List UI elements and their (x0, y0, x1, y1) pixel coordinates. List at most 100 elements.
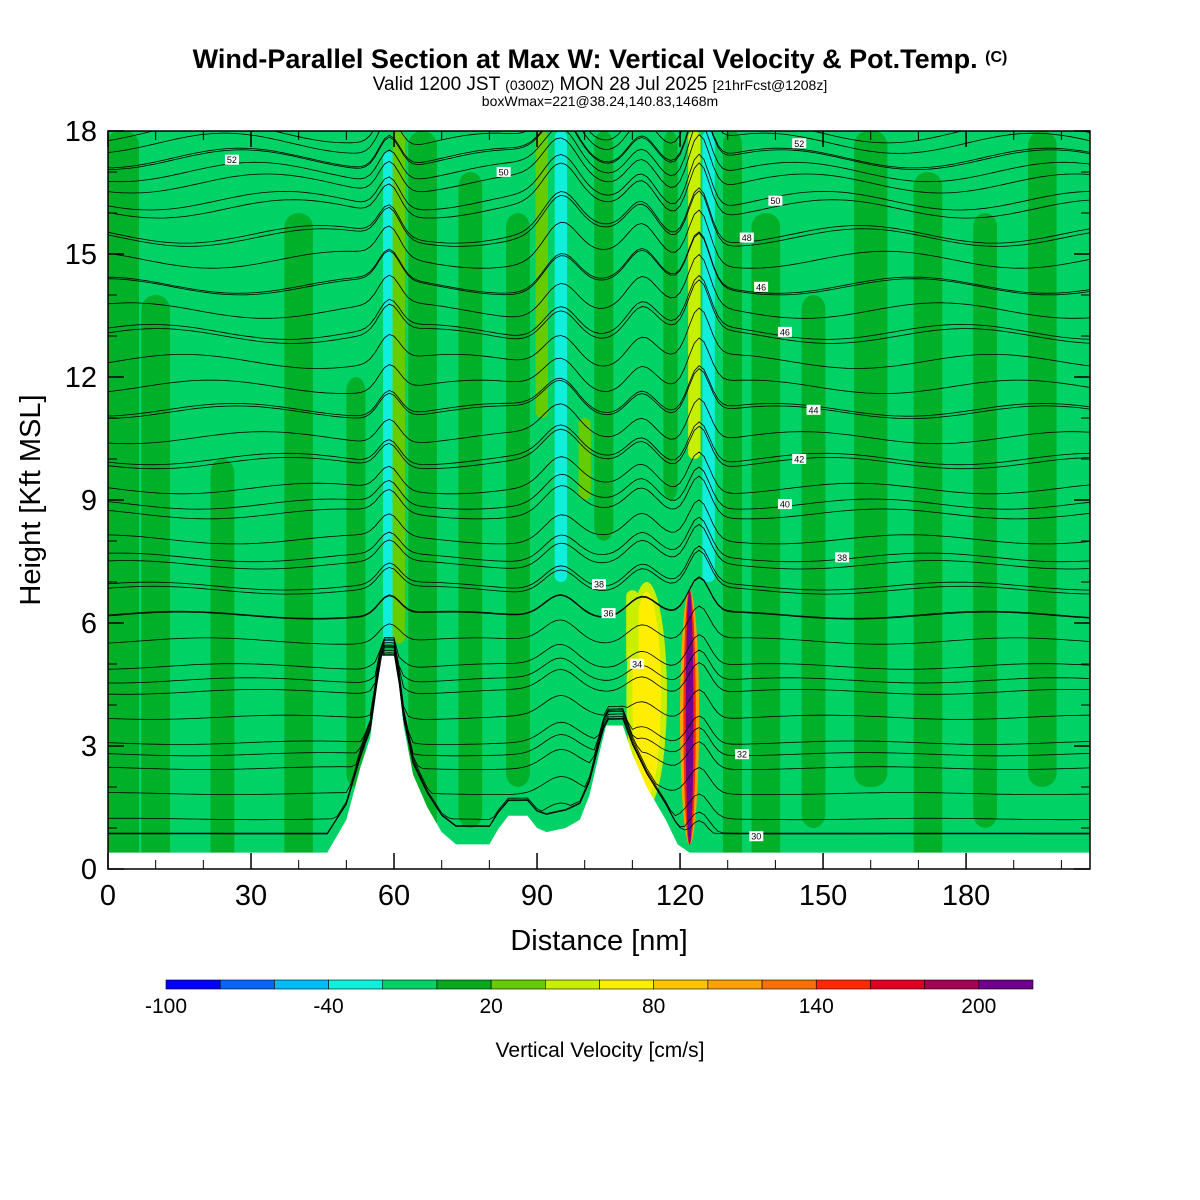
isentrope-label-bg (806, 404, 821, 415)
isentrope-label-bg (792, 454, 807, 464)
x-tick-label: 150 (799, 880, 847, 912)
velocity-core (687, 590, 692, 845)
isentrope-line (108, 397, 1090, 445)
velocity-updraft (626, 590, 639, 664)
velocity-stripe (973, 213, 998, 828)
isentrope-line (108, 451, 1090, 495)
velocity-stripe (722, 131, 743, 869)
isentrope-label: 38 (837, 553, 847, 563)
isentrope-label-bg (777, 326, 792, 337)
velocity-stripes (108, 131, 1057, 869)
colorbar: -100 -40 20 80 140 200 (145, 979, 1034, 1018)
isentrope-label-bg (739, 232, 754, 243)
isentrope-line (108, 499, 1090, 545)
isentrope-line (108, 232, 1090, 296)
x-tick-label: 90 (521, 880, 553, 912)
isentrope-line (108, 131, 1090, 183)
chart-subtitle: Valid 1200 JST (0300Z) MON 28 Jul 2025 [… (372, 74, 828, 95)
colorbar-swatch (165, 979, 221, 990)
isentrope-label: 52 (794, 139, 804, 149)
isentrope-label-bg (601, 608, 616, 619)
isentrope-line (108, 274, 1090, 340)
isentrope-label: 50 (499, 167, 509, 177)
isentrope-line (108, 231, 1090, 294)
isentrope-line (108, 652, 1090, 821)
velocity-stripe (594, 131, 614, 541)
isentrope-line (108, 187, 1090, 244)
isentrope-line (108, 634, 1090, 670)
isentrope-label: 34 (632, 659, 642, 669)
isentrope-line (108, 425, 1090, 470)
isentrope-label: 38 (594, 580, 604, 590)
colorbar-label: Vertical Velocity [cm/s] (496, 1039, 705, 1062)
isentrope-line (108, 307, 1090, 369)
velocity-downdraft (554, 131, 568, 582)
x-tick-label: 60 (378, 880, 410, 912)
isentrope-line (108, 131, 1090, 169)
y-tick-label: 9 (81, 485, 97, 517)
velocity-stripe (854, 131, 888, 787)
colorbar-swatch (328, 979, 384, 990)
isentrope-label-bg (735, 749, 750, 760)
isentrope-label-bg (835, 552, 850, 563)
isentrope-line (108, 131, 1090, 170)
y-tick-label: 12 (65, 362, 97, 394)
colorbar-swatch (707, 979, 763, 990)
isentrope-line (108, 639, 1090, 695)
colorbar-swatch (274, 979, 329, 990)
colorbar-swatch (490, 979, 546, 990)
y-tick-label: 0 (81, 854, 97, 886)
isentrope-line (108, 337, 1090, 394)
colorbar-tick-label: 20 (479, 995, 502, 1018)
isentrope-label-bg (496, 166, 511, 177)
y-axis-label: Height [Kft MSL] (15, 394, 47, 605)
isentropes: 30 32 34 36 38 38 40 42 44 46 46 48 50 50 52 52 (108, 131, 1090, 842)
isentrope-line (108, 523, 1090, 570)
colorbar-tick-label: 200 (961, 995, 996, 1018)
isentrope-label-bg (224, 154, 239, 165)
isentrope-label: 42 (794, 455, 804, 465)
isentrope-label-bg (592, 579, 606, 590)
chart-subtitle-box: boxWmax=221@38.24,140.83,1468m (481, 93, 719, 109)
colorbar-swatch (653, 979, 709, 990)
isentrope-line (108, 577, 1090, 620)
isentrope-line (108, 368, 1090, 420)
isentrope-line (108, 647, 1090, 770)
isentrope-line (108, 576, 1090, 619)
isentrope-line (108, 466, 1090, 510)
colorbar-swatch (815, 979, 871, 990)
colorbar-tick-label: 140 (799, 995, 834, 1018)
isentrope-label-bg (749, 831, 764, 842)
isentrope-label-bg (777, 499, 792, 510)
colorbar-swatch (870, 979, 925, 990)
chart-title: Wind-Parallel Section at Max W: Vertical… (192, 44, 1008, 74)
isentrope-line (108, 131, 1090, 144)
velocity-stripe (913, 172, 943, 869)
isentrope-line (108, 516, 1090, 563)
colorbar-tick-label: 80 (642, 995, 665, 1018)
isentrope-line (108, 190, 1090, 247)
isentrope-line (108, 638, 1090, 684)
x-tick-label: 0 (100, 880, 116, 912)
isentrope-line (108, 654, 1090, 834)
copyright-mark: (C) (985, 49, 1008, 66)
plot-area: 30 32 34 36 38 38 40 42 44 46 46 48 50 50 52 52 (108, 131, 1090, 869)
isentrope-line (108, 645, 1090, 757)
isentrope-line (108, 475, 1090, 520)
isentrope-line (108, 131, 1090, 154)
velocity-updraft (578, 418, 591, 500)
isentrope-line (108, 153, 1090, 211)
velocity-stripe (346, 377, 366, 787)
isentrope-label: 48 (742, 233, 752, 243)
colorbar-swatch (219, 979, 275, 990)
isentrope-label: 30 (751, 832, 761, 842)
isentrope-label: 52 (227, 155, 237, 165)
velocity-downdraft (383, 151, 396, 644)
isentrope-line (108, 649, 1090, 795)
velocity-stripe (663, 131, 678, 500)
isentrope-line (108, 365, 1090, 417)
isentrope-line (108, 209, 1090, 269)
velocity-updraft (688, 131, 701, 459)
velocity-updraft (632, 592, 661, 798)
isentrope-label: 44 (809, 405, 819, 415)
